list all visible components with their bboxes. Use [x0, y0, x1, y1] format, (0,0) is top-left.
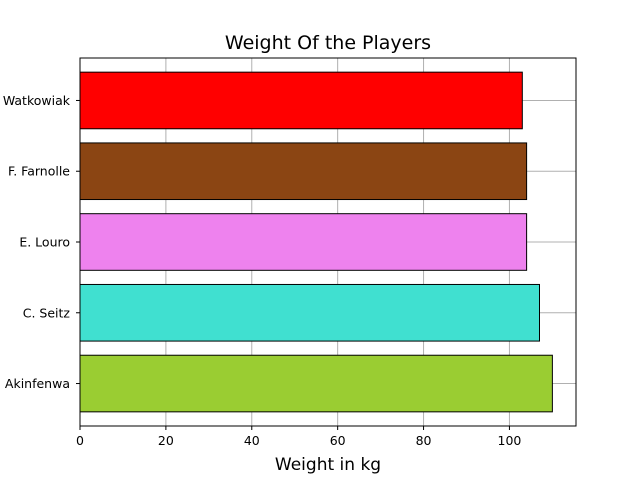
y-tick-label: K. Akinfenwa	[0, 376, 70, 391]
x-tick-label: 60	[330, 433, 346, 448]
bar	[79, 283, 540, 342]
x-tick-label: 80	[416, 433, 432, 448]
y-tick-label: E. Louro	[19, 235, 70, 250]
x-axis-ticks: 0 20 40 60 80 100	[76, 426, 521, 448]
x-axis-label: Weight in kg	[275, 455, 381, 475]
x-tick-label: 0	[76, 433, 84, 448]
chart-title: Weight Of the Players	[225, 32, 431, 54]
bar	[79, 213, 528, 271]
x-tick-label: 100	[498, 433, 522, 448]
bars	[79, 71, 553, 413]
y-tick-label: M. Watkowiak	[0, 93, 71, 108]
x-tick-label: 20	[158, 433, 174, 448]
y-tick-label: C. Seitz	[23, 305, 71, 320]
bar	[79, 71, 523, 130]
bar	[79, 142, 528, 201]
y-axis-ticks: K. Akinfenwa C. Seitz E. Louro F. Farnolle M…	[0, 93, 80, 391]
bar	[79, 354, 553, 413]
y-tick-label: F. Farnolle	[8, 164, 70, 179]
x-tick-label: 40	[244, 433, 260, 448]
